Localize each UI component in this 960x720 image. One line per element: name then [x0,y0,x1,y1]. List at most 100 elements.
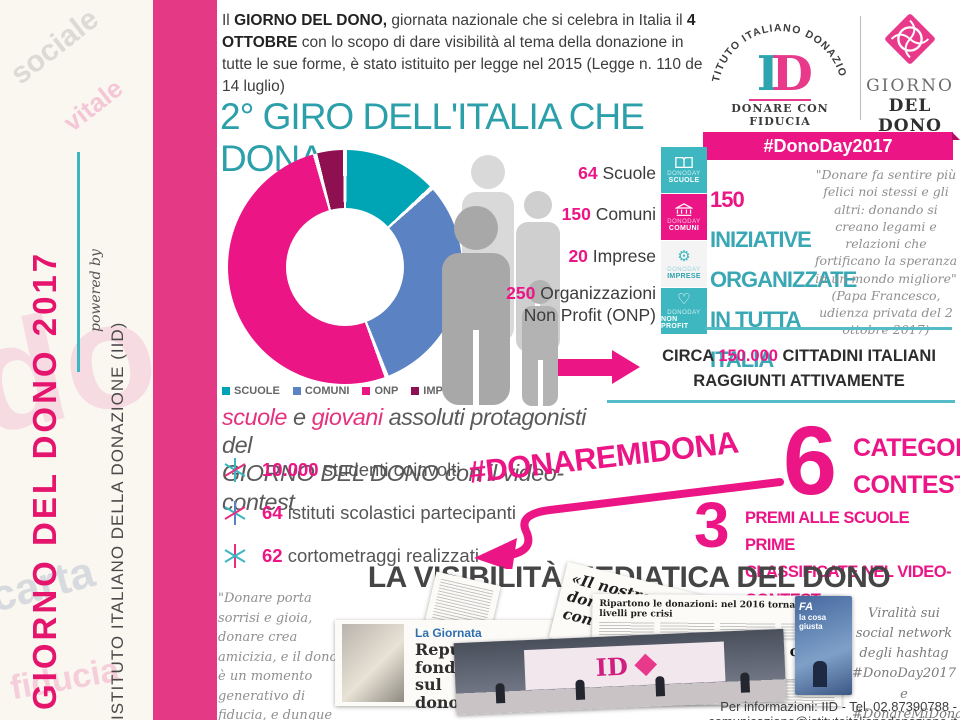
premi-line1: PREMI ALLE SCUOLE PRIME [745,509,910,555]
legend-swatch [222,387,230,395]
bank-icon [675,202,693,216]
badge-name: IMPRESE [667,272,701,280]
viral-note: Viralità sui social network degli hashta… [852,606,960,720]
star-bullet-icon [224,544,246,568]
iid-logo: ISTITUTO ITALIANO DONAZIONE I D DONARE C… [701,0,855,128]
bullet-number: 62 [262,545,283,566]
intro-text: e [286,404,312,430]
bullet-label: istituti scolastici partecipanti [287,502,516,523]
right-arrow-icon [558,359,612,376]
stat-label: Organizzazioni [540,283,656,303]
stat-label-line2: Non Profit (ONP) [523,304,656,325]
quote-text: "Donare porta sorrisi e gioia, donare cr… [218,591,338,720]
person-silhouette [813,661,827,687]
magenta-side-bar [153,0,217,720]
iid-monogram-d: D [771,46,813,94]
legend-item: COMUNI [292,385,350,397]
people-silhouettes-icon [442,155,560,406]
badge-comuni: DONODAY COMUNI [661,194,707,240]
bullet-number: 10.000 [262,459,319,480]
intro-text: giornata nazionale che si celebra in Ita… [387,12,687,29]
badge-name: SCUOLE [668,177,700,184]
legend-swatch [362,387,371,395]
curved-arrow-icon [474,478,784,569]
three-number: 3 [694,489,730,561]
legend-swatch [292,387,301,395]
donoday-hashtag-banner: #DonoDay2017 [703,132,960,160]
badge-imprese: ⚙ DONODAY IMPRESE [661,241,707,287]
highlight-scuole: scuole [222,404,287,430]
badge-tiny-label: DONODAY [667,266,701,273]
stat-comuni: 150 Comuni [528,204,656,225]
six-number: 6 [783,406,837,515]
reach-number: 150.000 [718,347,778,365]
stat-label: Comuni [595,204,656,224]
badge-tiny-label: DONODAY [667,171,701,177]
legend-label: COMUNI [304,385,350,397]
teal-divider-mid [607,400,955,403]
stage-id-monogram: ID [595,651,629,682]
badge-name: COMUNI [668,224,700,232]
heart-icon: ♡ [677,291,691,308]
donoday-badges: DONODAY SCUOLE DONODAY COMUNI ⚙ DONODAY … [661,147,707,335]
logo-block: ISTITUTO ITALIANO DONAZIONE I D DONARE C… [701,0,955,136]
reach-pre: CIRCA [662,347,719,365]
legend-label: ONP [374,385,399,397]
bullet-istituti: 64 istituti scolastici partecipanti [222,500,516,526]
intro-paragraph: Il GIORNO DEL DONO, giornata nazionale c… [222,10,709,98]
quote-mattarella: "Donare porta sorrisi e gioia, donare cr… [218,589,338,720]
sidebar-divider-line [77,152,80,372]
legend-swatch [411,387,420,395]
quote-papa-francesco: "Donare fa sentire più felici noi stessi… [814,166,958,339]
tv-text-line2: la cosa giusta [799,613,827,631]
person-silhouette [655,676,666,697]
contest-word: CONTEST [853,471,960,499]
iniziative-line2: ORGANIZZATE [710,267,857,292]
powered-by-label: powered by [88,249,104,332]
stat-number: 150 [561,204,591,224]
stat-number: 250 [506,283,536,303]
stage-backdrop: ID [523,641,726,691]
iniziative-number: 150 [710,187,745,212]
legend-item: ONP [362,385,398,397]
person-silhouette [740,672,751,693]
star-bullet-icon [224,501,246,525]
intro-bold-event: GIORNO DEL DONO, [234,12,388,29]
organization-name-vertical: ISTITUTO ITALIANO DELLA DONAZIONE (IID) [108,321,127,720]
gears-icon: ⚙ [677,247,691,265]
right-arrow-head [612,350,640,384]
quote-attribution: (Papa Francesco, udienza privata del 2 o… [819,287,953,338]
categorie-contest-label: CATEGORIE CONTEST [853,430,960,504]
intro-text: GIORNO DEL DONO [222,460,439,487]
badge-name: NON PROFIT [661,316,689,330]
newspaper-kicker: La Giornata [415,626,482,640]
iniziative-word: INIZIATIVE [710,227,812,252]
person-silhouette [495,683,506,704]
footer-contact-info: Per informazioni: IID - Tel. 02.87390788… [708,699,957,720]
newspaper-photo [342,624,404,702]
person-silhouette [575,679,586,700]
watermark-text: fiducia [7,650,122,708]
logo-divider [860,16,861,120]
iid-monogram-i: I [757,46,779,94]
gdd-logo-line1: GIORNO [866,76,954,96]
bullet-number: 64 [262,502,283,523]
stat-scuole: 64 Scuole [528,163,656,184]
star-bullet-icon [224,458,246,482]
section-title-giro-italia: 2° GIRO DELL'ITALIA CHE DONA [220,96,645,179]
legend-label: SCUOLE [234,385,280,397]
stat-number: 64 [578,163,598,183]
giorno-del-dono-logo: GIORNO DEL DONO [866,8,954,136]
reach-post: CITTADINI ITALIANI [777,347,936,365]
intro-bold-date: 4 OTTOBRE [222,12,696,51]
stat-label: Scuole [602,163,656,183]
bullet-studenti: 10.000 studenti coinvolti [222,457,461,483]
intro-text: assoluti protagonisti del [222,404,586,459]
book-icon [675,156,693,169]
tv-screenshot: FA la cosa giusta [795,596,852,695]
badge-tiny-label: DONODAY [667,218,701,225]
categorie-word: CATEGORIE [853,434,960,462]
iid-tagline: DONARE CON FIDUCIA [731,102,829,128]
tv-text-line1: FA [799,601,814,613]
